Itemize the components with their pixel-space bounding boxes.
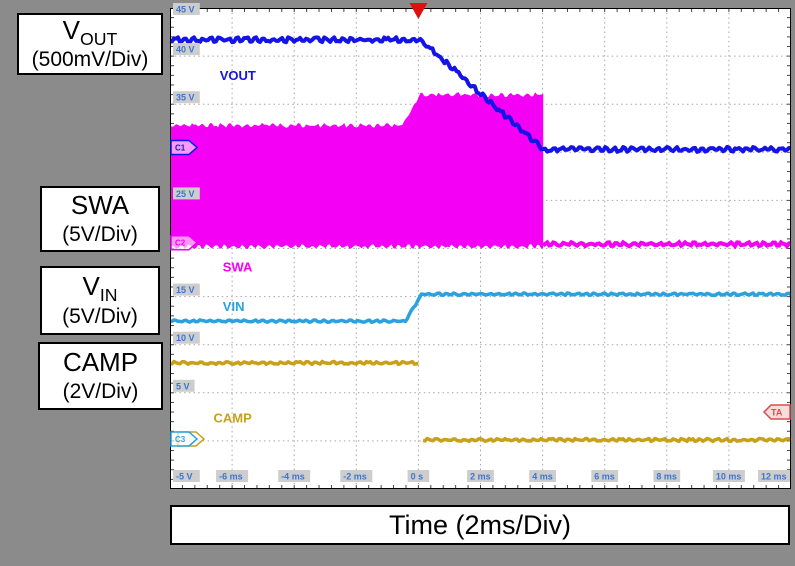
vin-trace (169, 291, 793, 325)
swa-axis-label-name: SWA (70, 189, 130, 220)
swa-trace-tail (542, 239, 792, 250)
vin-axis-label-name: VIN (82, 271, 118, 306)
time-tick-label: 10 ms (716, 472, 742, 482)
vout-axis-label-scale: (500mV/Div) (31, 48, 149, 72)
tick-label-bg (278, 470, 311, 482)
trigger-level-ta-label: TA (771, 408, 783, 418)
time-tick-label: 0 s (411, 472, 424, 482)
channel-marker-c2-label: C2 (175, 239, 186, 248)
time-tick-label: 6 ms (594, 472, 615, 482)
time-tick-label: 4 ms (532, 472, 553, 482)
camp-trace (422, 436, 793, 444)
tick-label-bg (173, 470, 200, 482)
voltage-tick-label: 15 V (176, 285, 195, 295)
time-tick-label: -6 ms (219, 472, 243, 482)
time-tick-label: -2 ms (343, 472, 367, 482)
vin-axis-label-scale: (5V/Div) (62, 304, 138, 328)
vin-trace-label: VIN (223, 299, 245, 314)
channel-marker-c3-icon (170, 431, 199, 447)
time-axis-label: Time (2ms/Div) (389, 509, 571, 540)
tick-label-bg (758, 470, 790, 482)
tick-label-bg (591, 470, 619, 482)
time-tick-label: 8 ms (656, 472, 677, 482)
tick-label-bg (407, 470, 430, 482)
tick-label-bg (712, 470, 745, 482)
tick-label-bg (173, 283, 200, 296)
camp-axis-label-scale: (2V/Div) (62, 380, 139, 404)
camp-trace (169, 359, 419, 367)
tick-label-bg (216, 470, 249, 482)
vout-trace-label: VOUT (220, 68, 256, 83)
channel-marker-c3-label: C3 (175, 435, 186, 444)
time-tick-label: 12 ms (761, 472, 787, 482)
tick-label-bg (173, 3, 200, 15)
tick-label-bg (653, 470, 681, 482)
tick-label-bg (173, 187, 200, 200)
camp-trace-label: CAMP (214, 411, 253, 426)
voltage-tick-label: 25 V (176, 189, 195, 199)
channel-marker-c2-icon (170, 234, 199, 251)
tick-label-bg (340, 470, 373, 482)
tick-label-bg (173, 379, 195, 392)
camp-axis-label-box: CAMP (2V/Div) (38, 342, 163, 410)
time-tick-label: 2 ms (470, 472, 491, 482)
tick-label-bg (467, 470, 494, 482)
tick-label-bg (529, 470, 556, 482)
time-tick-label: -4 ms (281, 472, 305, 482)
voltage-tick-label: 40 V (176, 45, 195, 55)
trigger-marker-icon (409, 3, 428, 19)
scope-plot-area: SWA VOUT VIN CAMP 45 V 40 V 35 V 25 V 15 V 10 V 5 … (169, 3, 793, 489)
swa-axis-label-box: SWA (5V/Div) (40, 186, 160, 252)
channel-marker-c1-icon (170, 139, 199, 156)
tick-label-bg (173, 331, 200, 344)
trigger-level-ta-icon (762, 404, 791, 420)
swa-band (170, 92, 544, 249)
voltage-tick-label: 45 V (176, 5, 195, 15)
swa-trace-label: SWA (223, 260, 253, 275)
swa-axis-label-scale: (5V/Div) (62, 223, 138, 247)
tick-label-bg (173, 43, 200, 56)
tick-label-bg (173, 91, 200, 104)
voltage-tick-label: 5 V (176, 381, 190, 391)
channel-marker-c1-label: C1 (175, 144, 186, 153)
voltage-tick-label: -5 V (176, 472, 193, 482)
voltage-tick-label: 35 V (176, 93, 195, 103)
scope-waveform-canvas: SWA VOUT VIN CAMP 45 V 40 V 35 V 25 V 15 V 10 V 5 … (169, 3, 793, 489)
vout-axis-label-name: VOUT (62, 14, 118, 49)
vout-trace (169, 35, 792, 154)
camp-axis-label-name: CAMP (62, 346, 139, 377)
time-axis-label-box: Time (2ms/Div) (170, 505, 790, 545)
voltage-tick-label: 10 V (176, 333, 195, 343)
vout-axis-label-box: VOUT (500mV/Div) (17, 13, 163, 75)
vin-axis-label-box: VIN (5V/Div) (40, 266, 160, 335)
